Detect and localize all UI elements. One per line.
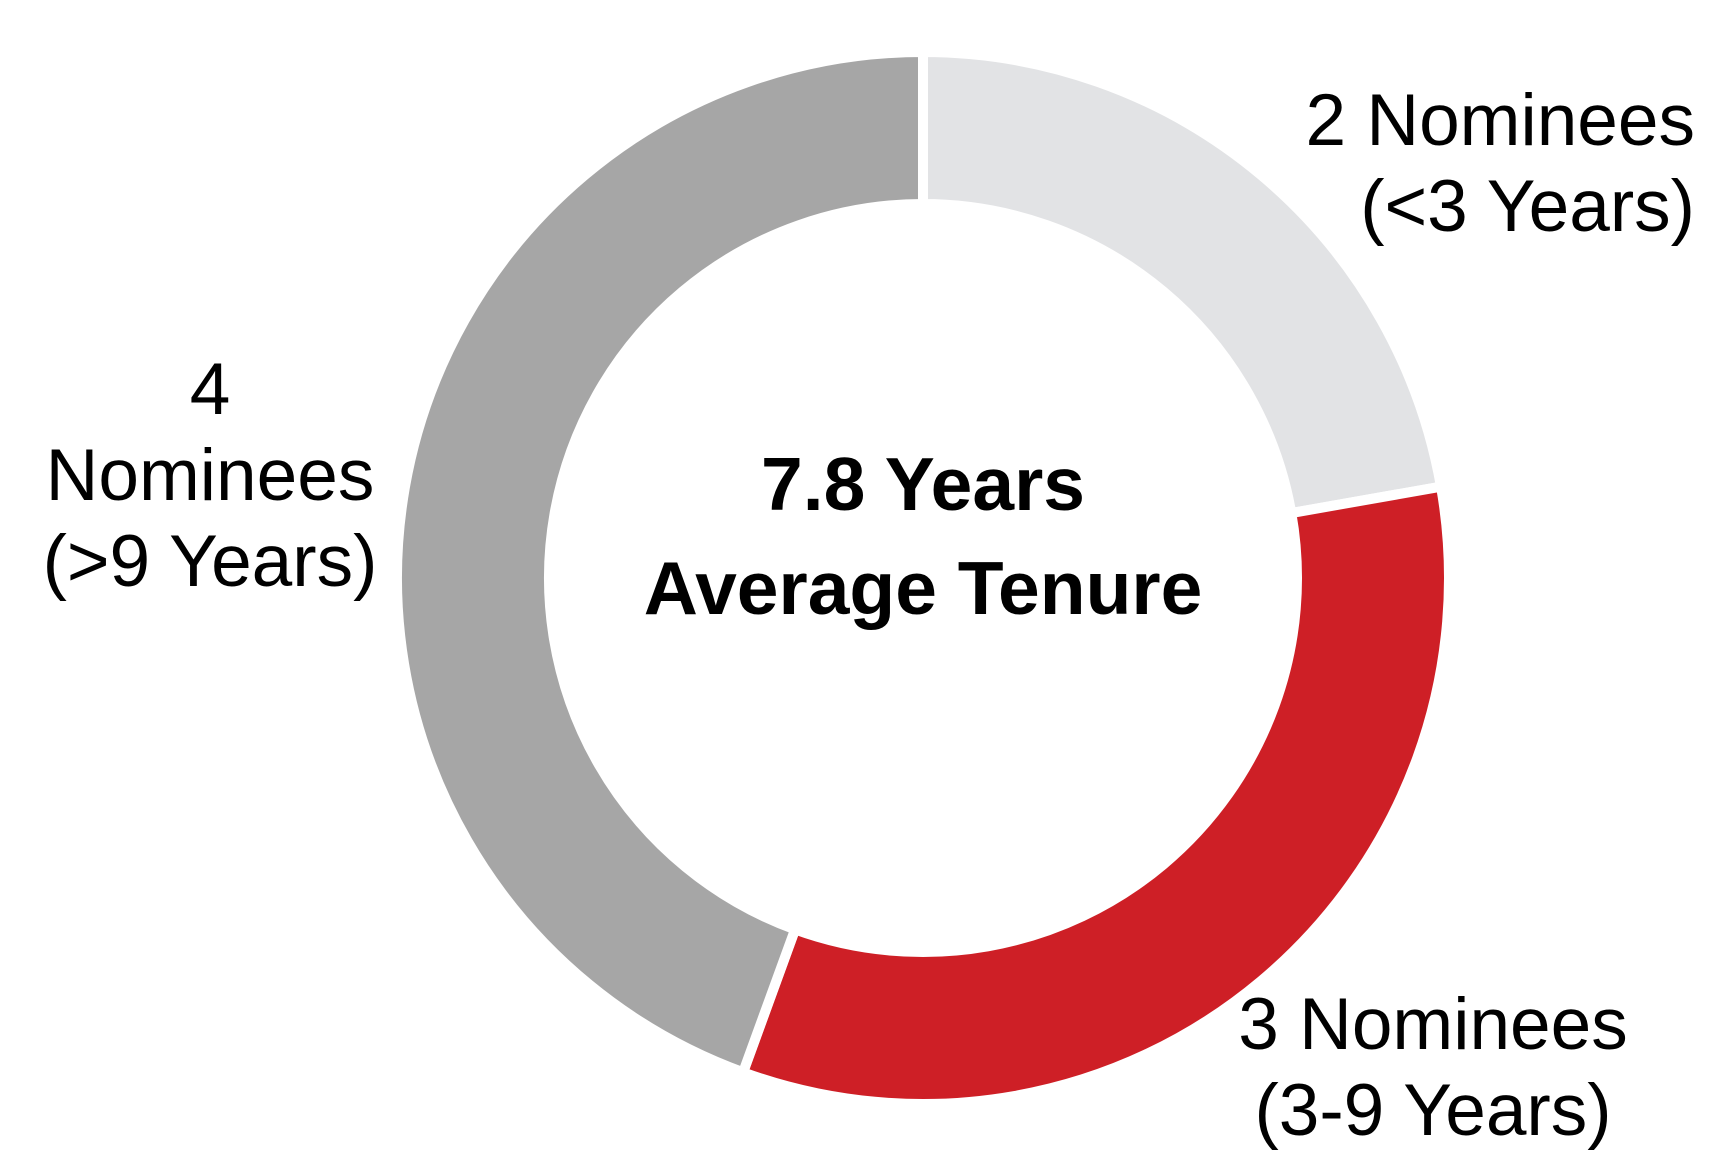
center-label-line-3: Tenure xyxy=(957,546,1203,630)
label-3-9-years-count: 3 Nominees xyxy=(1238,984,1628,1065)
center-label-line-2: Average xyxy=(643,546,937,630)
label-over-9-years: 4 Nominees (>9 Years) xyxy=(20,347,400,605)
label-under-3-years-range: (<3 Years) xyxy=(1360,166,1695,247)
donut-segment-under-3-years xyxy=(918,46,1447,519)
donut-segment-over-9-years xyxy=(392,46,928,1079)
label-3-9-years-range: (3-9 Years) xyxy=(1254,1070,1612,1151)
label-under-3-years: 2 Nominees (<3 Years) xyxy=(1075,78,1695,250)
center-label-line-1: 7.8 Years xyxy=(761,442,1085,526)
donut-segment-3-9-years xyxy=(736,480,1454,1109)
label-under-3-years-count: 2 Nominees xyxy=(1305,80,1695,161)
label-over-9-years-count: 4 Nominees xyxy=(45,349,375,516)
label-3-9-years: 3 Nominees (3-9 Years) xyxy=(1173,982,1693,1154)
label-over-9-years-range: (>9 Years) xyxy=(42,521,378,602)
donut-center-label: 7.8 Years Average Tenure xyxy=(623,432,1223,640)
